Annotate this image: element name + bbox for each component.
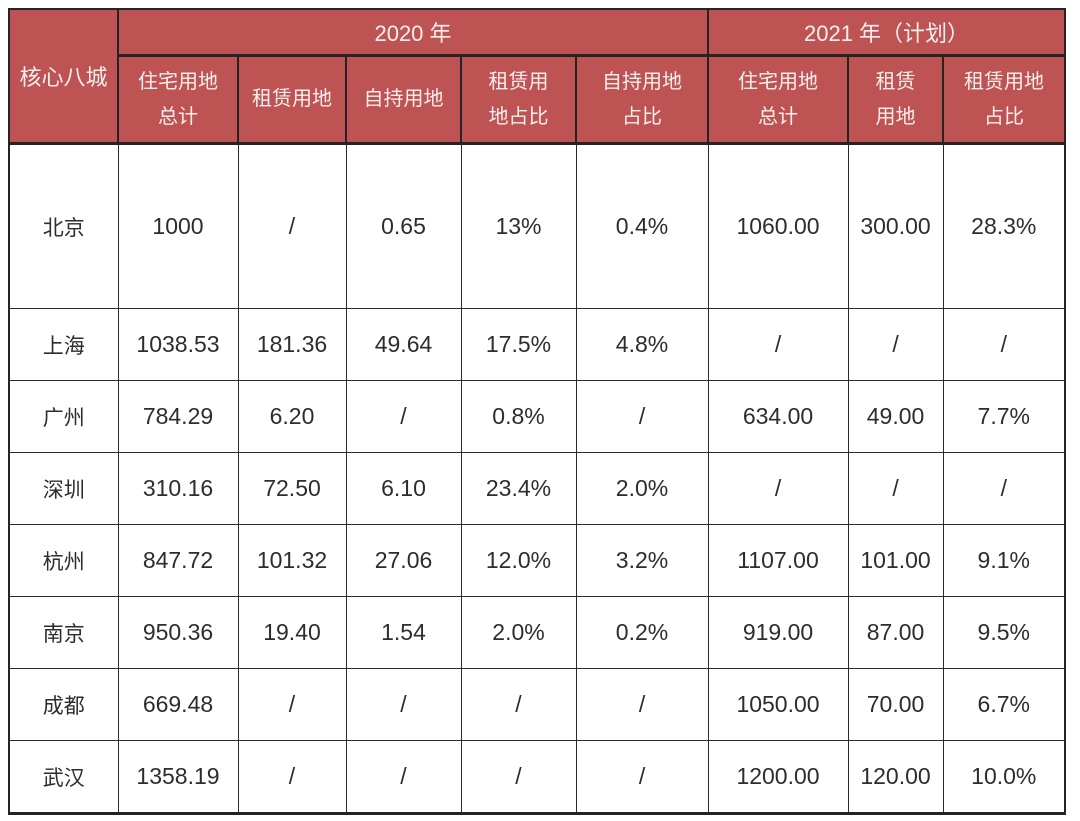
value-cell: /	[237, 143, 347, 309]
group-header-2020: 2020 年	[116, 8, 710, 57]
value-cell: 7.7%	[942, 380, 1066, 453]
value-cell: 120.00	[847, 740, 944, 814]
value-cell: 669.48	[117, 668, 239, 741]
value-cell: 49.64	[345, 308, 462, 381]
table-row-hangzhou: 杭州 847.72 101.32 27.06 12.0% 3.2% 1107.0…	[8, 524, 1066, 597]
value-cell: 101.32	[237, 524, 347, 597]
value-cell: 1358.19	[117, 740, 239, 814]
value-cell: 784.29	[117, 380, 239, 453]
value-cell: 0.8%	[460, 380, 577, 453]
table-row-wuhan: 武汉 1358.19 / / / / 1200.00 120.00 10.0%	[8, 740, 1066, 814]
value-cell: /	[237, 740, 347, 814]
value-cell: /	[847, 452, 944, 525]
value-cell: 919.00	[707, 596, 849, 669]
value-cell: 1.54	[345, 596, 462, 669]
value-cell: /	[575, 668, 709, 741]
value-cell: 181.36	[237, 308, 347, 381]
value-cell: /	[345, 668, 462, 741]
value-cell: /	[575, 380, 709, 453]
value-cell: 72.50	[237, 452, 347, 525]
value-cell: /	[942, 308, 1066, 381]
table-row-chengdu: 成都 669.48 / / / / 1050.00 70.00 6.7%	[8, 668, 1066, 741]
table-header: 核心八城 2020 年 2021 年（计划） 住宅用地 总计 租赁用地 自持用地…	[8, 8, 1067, 145]
city-cell: 深圳	[8, 452, 119, 525]
value-cell: /	[237, 668, 347, 741]
column-header-rental-land-2020: 租赁用地	[237, 54, 347, 145]
value-cell: 6.10	[345, 452, 462, 525]
value-cell: 4.8%	[575, 308, 709, 381]
value-cell: /	[707, 452, 849, 525]
value-cell: /	[707, 308, 849, 381]
column-header-rental-ratio-2021: 租赁用地 占比	[942, 54, 1067, 145]
table-body: 北京 1000 / 0.65 13% 0.4% 1060.00 300.00 2…	[8, 143, 1066, 814]
city-cell: 上海	[8, 308, 119, 381]
table-row-shanghai: 上海 1038.53 181.36 49.64 17.5% 4.8% / / /	[8, 308, 1066, 381]
value-cell: 101.00	[847, 524, 944, 597]
value-cell: 12.0%	[460, 524, 577, 597]
value-cell: 1050.00	[707, 668, 849, 741]
value-cell: 6.20	[237, 380, 347, 453]
value-cell: 13%	[460, 143, 577, 309]
value-cell: 2.0%	[575, 452, 709, 525]
value-cell: 10.0%	[942, 740, 1066, 814]
value-cell: 1038.53	[117, 308, 239, 381]
value-cell: 23.4%	[460, 452, 577, 525]
value-cell: 70.00	[847, 668, 944, 741]
value-cell: 1107.00	[707, 524, 849, 597]
value-cell: 2.0%	[460, 596, 577, 669]
value-cell: 0.65	[345, 143, 462, 309]
value-cell: 1200.00	[707, 740, 849, 814]
table-row-nanjing: 南京 950.36 19.40 1.54 2.0% 0.2% 919.00 87…	[8, 596, 1066, 669]
value-cell: 17.5%	[460, 308, 577, 381]
table-row-guangzhou: 广州 784.29 6.20 / 0.8% / 634.00 49.00 7.7…	[8, 380, 1066, 453]
value-cell: 950.36	[117, 596, 239, 669]
city-cell: 成都	[8, 668, 119, 741]
city-cell: 武汉	[8, 740, 119, 814]
table-row-shenzhen: 深圳 310.16 72.50 6.10 23.4% 2.0% / / /	[8, 452, 1066, 525]
header-group-row: 核心八城 2020 年 2021 年（计划）	[8, 8, 1067, 145]
table-row-beijing: 北京 1000 / 0.65 13% 0.4% 1060.00 300.00 2…	[8, 143, 1066, 309]
value-cell: 310.16	[117, 452, 239, 525]
city-cell: 广州	[8, 380, 119, 453]
group-header-2021-plan: 2021 年（计划）	[707, 8, 1067, 57]
value-cell: 847.72	[117, 524, 239, 597]
value-cell: 634.00	[707, 380, 849, 453]
city-cell: 杭州	[8, 524, 119, 597]
column-header-residential-total-2020: 住宅用地 总计	[117, 54, 239, 145]
value-cell: 300.00	[847, 143, 944, 309]
city-cell: 南京	[8, 596, 119, 669]
value-cell: 1000	[117, 143, 239, 309]
value-cell: /	[847, 308, 944, 381]
header-column-row: 住宅用地 总计 租赁用地 自持用地 租赁用 地占比 自持用地 占比 住宅用地 总…	[9, 54, 1067, 145]
value-cell: 9.1%	[942, 524, 1066, 597]
value-cell: /	[345, 740, 462, 814]
value-cell: 49.00	[847, 380, 944, 453]
corner-header-cell: 核心八城	[8, 8, 119, 145]
value-cell: 3.2%	[575, 524, 709, 597]
value-cell: /	[942, 452, 1066, 525]
value-cell: 9.5%	[942, 596, 1066, 669]
value-cell: 0.4%	[575, 143, 709, 309]
column-header-rental-ratio-2020: 租赁用 地占比	[460, 54, 577, 145]
value-cell: 0.2%	[575, 596, 709, 669]
city-cell: 北京	[8, 143, 119, 309]
value-cell: 19.40	[237, 596, 347, 669]
column-header-selfheld-ratio-2020: 自持用地 占比	[574, 54, 710, 145]
value-cell: /	[460, 740, 577, 814]
land-supply-table: 核心八城 2020 年 2021 年（计划） 住宅用地 总计 租赁用地 自持用地…	[8, 8, 1067, 815]
value-cell: /	[575, 740, 709, 814]
value-cell: 6.7%	[942, 668, 1066, 741]
value-cell: /	[460, 668, 577, 741]
value-cell: /	[345, 380, 462, 453]
value-cell: 28.3%	[942, 143, 1066, 309]
column-header-residential-total-2021: 住宅用地 总计	[707, 54, 850, 145]
value-cell: 27.06	[345, 524, 462, 597]
value-cell: 87.00	[847, 596, 944, 669]
column-header-rental-land-2021: 租赁 用地	[847, 54, 945, 145]
column-header-selfheld-land-2020: 自持用地	[345, 54, 462, 145]
value-cell: 1060.00	[707, 143, 849, 309]
